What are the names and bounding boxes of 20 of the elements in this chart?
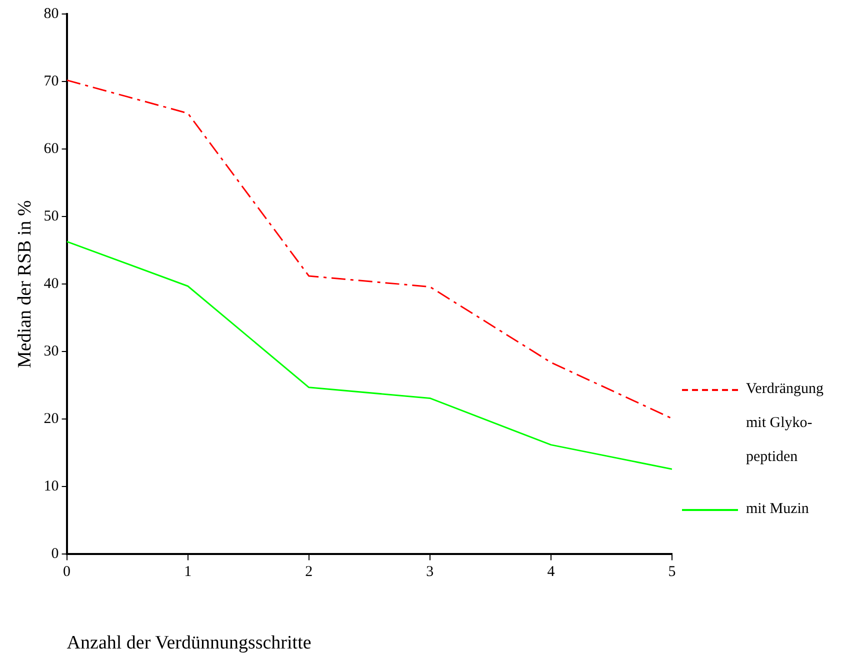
y-tick-label: 10	[44, 478, 59, 495]
x-tick-label: 5	[668, 564, 676, 580]
line-series	[66, 79, 672, 420]
y-tick-label: 0	[51, 546, 59, 562]
x-tick-label: 2	[305, 564, 313, 580]
x-tick-label: 4	[547, 564, 556, 580]
y-axis-title: Median der RSB in %	[14, 200, 36, 368]
x-tick-label: 1	[184, 564, 192, 580]
y-tick-label: 80	[44, 6, 59, 22]
text: Verdrängung mit Glyko-peptiden	[746, 381, 824, 465]
legend-label: mit Muzin	[746, 500, 810, 519]
y-tick-label: 60	[44, 140, 59, 157]
y-tick-label: 40	[44, 276, 59, 292]
y-tick-label: 70	[44, 73, 59, 90]
y-tick-label: 50	[44, 208, 59, 225]
x-tick-label: 3	[426, 564, 434, 580]
x-tick-label: 0	[63, 564, 71, 580]
y-tick-label: 30	[44, 344, 59, 360]
x-axis-title: Anzahl der Verdünnungsschritte	[66, 632, 312, 654]
y-tick-label: 20	[44, 411, 59, 428]
